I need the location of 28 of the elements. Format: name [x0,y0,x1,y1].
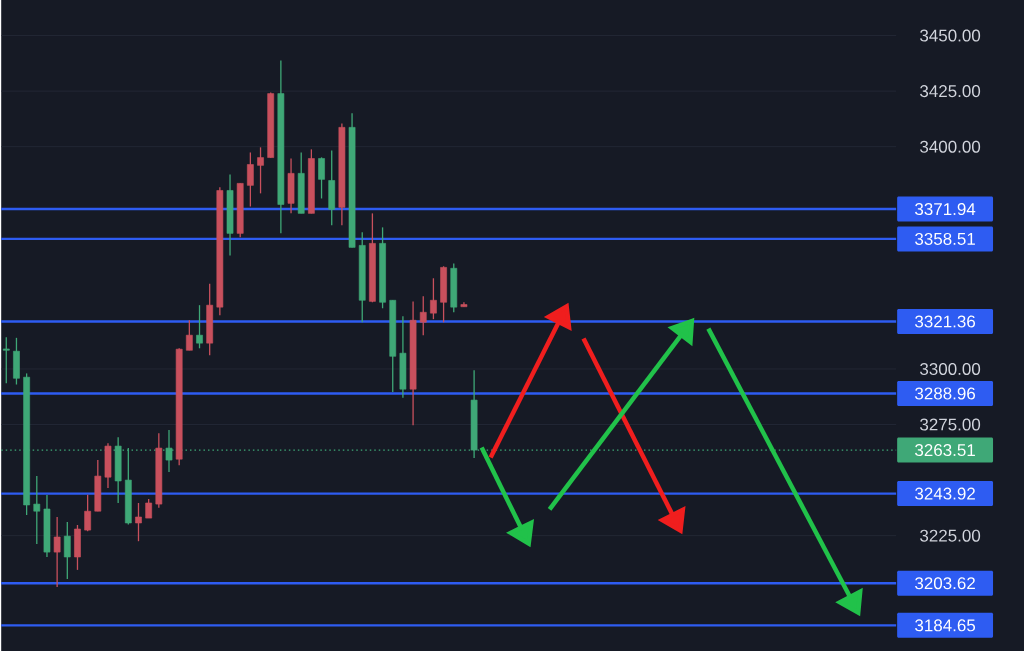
candlestick [257,146,264,194]
candlestick [196,304,203,349]
y-tick-label: 3225.00 [920,529,981,542]
candlestick [2,336,10,384]
y-tick-label: 3450.00 [920,29,981,42]
y-tick-label: 3400.00 [920,140,981,153]
candlestick [419,295,427,336]
ref-line-label: 3321.36 [915,315,976,328]
candlestick [145,498,153,519]
candlestick [430,277,437,320]
ref-line-label: 3263.51 [915,443,975,456]
candlestick [185,319,193,351]
candlestick [63,521,71,580]
candlestick [318,156,325,200]
y-tick-label: 3300.00 [920,362,981,375]
ref-line-label: 3203.62 [915,577,975,590]
ref-line-label: 3358.51 [915,232,975,245]
ref-line-label: 3288.96 [915,387,976,400]
candlestick [53,516,61,588]
candlestick [135,502,142,542]
ref-line-label: 3243.92 [915,487,975,500]
candlestick [33,475,41,545]
y-tick-label: 3425.00 [920,85,981,98]
ref-line-label: 3371.94 [915,202,976,215]
candlestick [247,151,254,208]
candlestick [84,494,91,532]
ref-line-label: 3184.65 [915,619,976,632]
y-tick-label: 3275.00 [920,418,981,431]
